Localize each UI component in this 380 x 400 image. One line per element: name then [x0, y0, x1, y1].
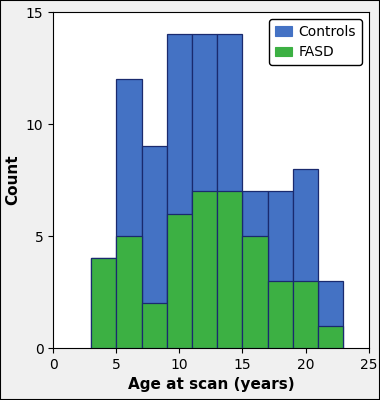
Bar	[293, 169, 318, 348]
Legend: Controls, FASD: Controls, FASD	[269, 19, 362, 65]
Bar	[141, 303, 167, 348]
Bar	[141, 146, 167, 348]
Bar	[217, 191, 242, 348]
Bar	[268, 281, 293, 348]
Bar	[268, 191, 293, 348]
Bar	[91, 258, 116, 348]
Bar	[116, 236, 141, 348]
Bar	[91, 258, 116, 348]
Bar	[242, 191, 268, 348]
Bar	[167, 34, 192, 348]
Y-axis label: Count: Count	[5, 155, 20, 205]
Bar	[167, 214, 192, 348]
Bar	[192, 34, 217, 348]
Bar	[318, 326, 344, 348]
Bar	[318, 281, 344, 348]
Bar	[217, 34, 242, 348]
Bar	[293, 281, 318, 348]
Bar	[192, 191, 217, 348]
X-axis label: Age at scan (years): Age at scan (years)	[128, 377, 294, 392]
Bar	[116, 79, 141, 348]
Bar	[242, 236, 268, 348]
